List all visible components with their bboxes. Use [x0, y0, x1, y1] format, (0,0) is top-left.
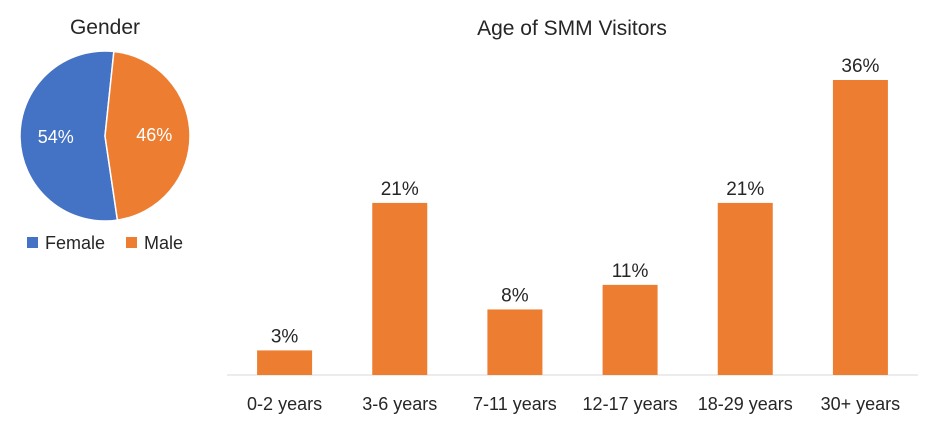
- pie-label-male: 46%: [136, 125, 172, 145]
- x-tick-label: 7-11 years: [473, 394, 557, 414]
- pie-slice-male: [104, 50, 191, 221]
- legend-label-male: Male: [144, 233, 183, 253]
- legend-swatch-female: [27, 237, 38, 248]
- bar-3-6-years: [372, 202, 428, 375]
- pie-label-female: 54%: [38, 127, 74, 147]
- bar-data-label: 3%: [271, 326, 299, 347]
- bar-18-29-years: [717, 202, 773, 375]
- x-tick-label: 30+ years: [821, 394, 901, 414]
- age-bar-chart: Age of SMM Visitors 3% 0-2 years 21% 3-6 ye…: [227, 17, 918, 414]
- gender-pie-chart: Gender 54% 46% Female Male: [19, 16, 191, 253]
- pie-slice-female: [19, 50, 119, 222]
- bars-group: 3% 0-2 years 21% 3-6 years 8% 7-11 years 11% 12…: [247, 56, 900, 414]
- bar-data-label: 8%: [501, 285, 529, 306]
- pie-title: Gender: [70, 16, 140, 39]
- legend-label-female: Female: [45, 233, 105, 253]
- legend-swatch-male: [126, 237, 137, 248]
- bar-data-label: 11%: [612, 261, 649, 282]
- bar-0-2-years: [257, 350, 313, 375]
- x-tick-label: 18-29 years: [698, 394, 793, 414]
- bar-30-years: [832, 80, 888, 375]
- bar-7-11-years: [487, 309, 543, 375]
- bar-data-label: 21%: [381, 179, 419, 200]
- pie-legend: Female Male: [27, 233, 183, 253]
- bar-12-17-years: [602, 284, 658, 375]
- bar-data-label: 36%: [841, 56, 879, 77]
- bar-data-label: 21%: [726, 179, 764, 200]
- x-tick-label: 12-17 years: [583, 394, 678, 414]
- x-tick-label: 3-6 years: [362, 394, 437, 414]
- x-tick-label: 0-2 years: [247, 394, 322, 414]
- bar-chart-title: Age of SMM Visitors: [477, 17, 667, 40]
